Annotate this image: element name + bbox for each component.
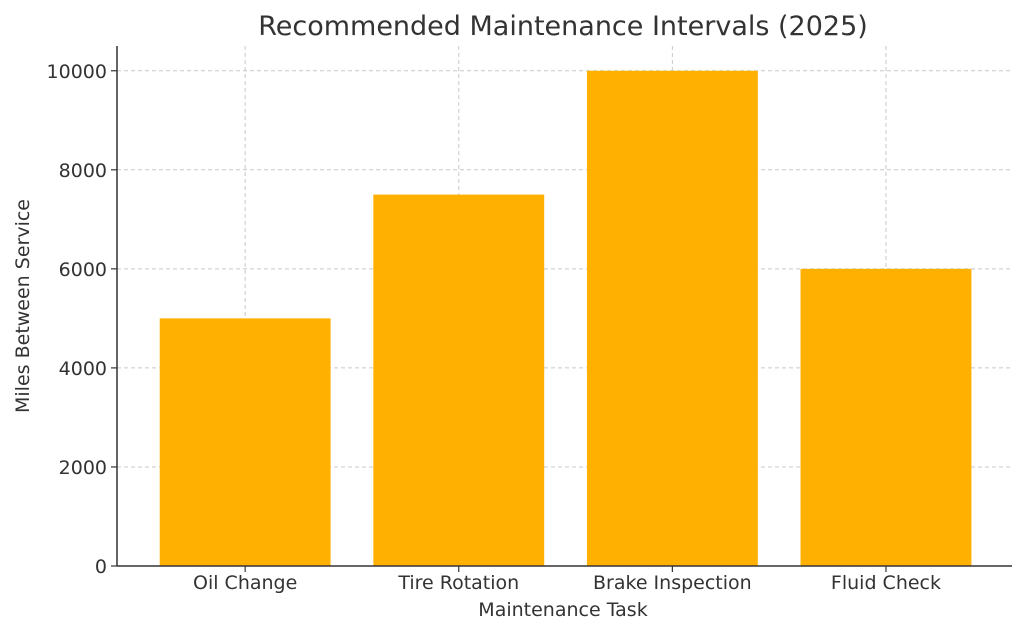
y-tick-label: 2000 [59,457,107,479]
x-tick-label: Brake Inspection [593,572,752,594]
axes-layer [116,46,1012,567]
y-tick-label: 8000 [59,160,107,182]
chart-title: Recommended Maintenance Intervals (2025) [258,11,868,42]
y-tick-label: 10000 [47,61,107,83]
y-tick-label: 4000 [59,358,107,380]
bars-layer [159,70,972,567]
y-tick-label: 0 [95,556,107,578]
y-tick-label: 6000 [59,259,107,281]
x-tick-label: Fluid Check [831,572,941,594]
x-tick-label: Tire Rotation [397,572,519,594]
x-axis-label: Maintenance Task [478,599,647,621]
y-ticks: 0 2000 4000 6000 8000 10000 [47,61,117,578]
y-axis-label: Miles Between Service [12,199,34,413]
x-ticks: Oil Change Tire Rotation Brake Inspection F… [193,566,941,594]
bar [373,194,545,567]
bar [800,268,972,566]
x-tick-label: Oil Change [193,572,297,594]
bar [586,70,758,566]
bar [159,318,331,566]
